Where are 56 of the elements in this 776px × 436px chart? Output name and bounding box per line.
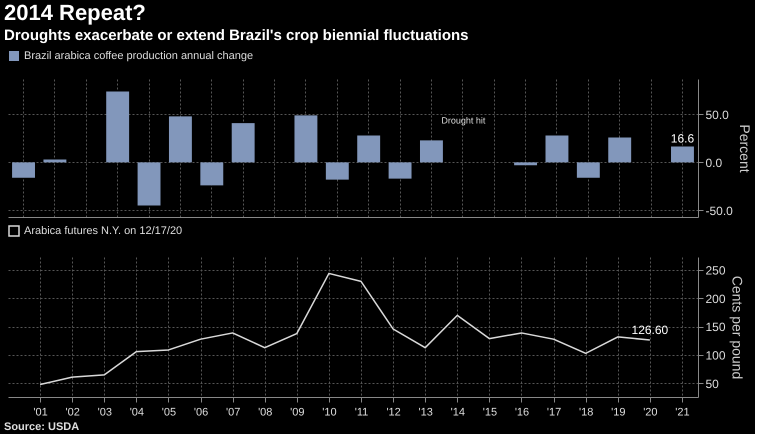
- x-tick-label: '09: [290, 406, 305, 418]
- y-tick-label: 250: [706, 264, 726, 278]
- bar: [294, 115, 318, 162]
- x-tick-label: '04: [130, 406, 144, 418]
- x-tick-label: '21: [675, 406, 690, 418]
- x-tick-label: '03: [98, 406, 112, 418]
- y-tick-label: 150: [706, 320, 726, 334]
- x-tick-label: '05: [162, 406, 176, 418]
- y-tick-label: -50.0: [706, 204, 734, 218]
- y-tick-label: 100: [706, 348, 726, 363]
- x-tick-label: '11: [354, 406, 368, 418]
- x-tick-label: '14: [450, 406, 465, 418]
- x-tick-label: '12: [386, 406, 401, 418]
- bar: [138, 162, 160, 206]
- x-tick-label: '18: [579, 406, 594, 418]
- x-tick-label: '19: [611, 406, 626, 418]
- source-note: Source: USDA: [4, 421, 80, 433]
- bar: [576, 162, 600, 178]
- bar: [106, 91, 130, 162]
- bar: [514, 162, 538, 166]
- y-tick-label: 0.0: [706, 156, 723, 170]
- legend-label: Brazil arabica coffee production annual change: [24, 50, 254, 62]
- x-tick-label: '08: [258, 406, 272, 418]
- y-axis-title: Percent: [736, 124, 753, 173]
- x-tick-label: '02: [66, 406, 80, 418]
- x-tick-label: '20: [643, 406, 658, 418]
- legend-label: Arabica futures N.Y. on 12/17/20: [24, 225, 182, 237]
- x-tick-label: '07: [226, 406, 240, 418]
- bar: [232, 123, 255, 162]
- bar: [200, 162, 224, 186]
- x-tick-label: '06: [194, 406, 208, 418]
- annotation: Drought hit: [441, 115, 486, 126]
- x-tick-label: '17: [546, 406, 562, 418]
- bar: [388, 162, 412, 179]
- y-tick-label: 200: [706, 292, 726, 306]
- bar: [608, 137, 632, 162]
- bar: [43, 160, 66, 162]
- bar: [420, 140, 443, 162]
- y-tick-label: 50.0: [706, 108, 730, 122]
- x-tick-label: '10: [322, 406, 337, 418]
- data-label: 16.6: [670, 131, 694, 146]
- bar: [168, 116, 192, 162]
- data-label: 126.60: [632, 322, 669, 337]
- bar: [357, 136, 380, 162]
- chart-title: 2014 Repeat?: [4, 0, 146, 25]
- bar: [12, 162, 35, 178]
- x-tick-label: '13: [418, 406, 433, 418]
- bar: [671, 146, 694, 162]
- y-tick-label: 50: [706, 376, 720, 391]
- chart-subtitle: Droughts exacerbate or extend Brazil's crop biennial fluctuations: [4, 27, 469, 44]
- bar: [546, 136, 568, 162]
- x-tick-label: '15: [482, 406, 498, 418]
- x-tick-label: '16: [514, 406, 530, 418]
- bar: [326, 162, 349, 180]
- x-tick-label: '01: [33, 406, 48, 418]
- y-axis-title: Cents per pound: [730, 276, 746, 380]
